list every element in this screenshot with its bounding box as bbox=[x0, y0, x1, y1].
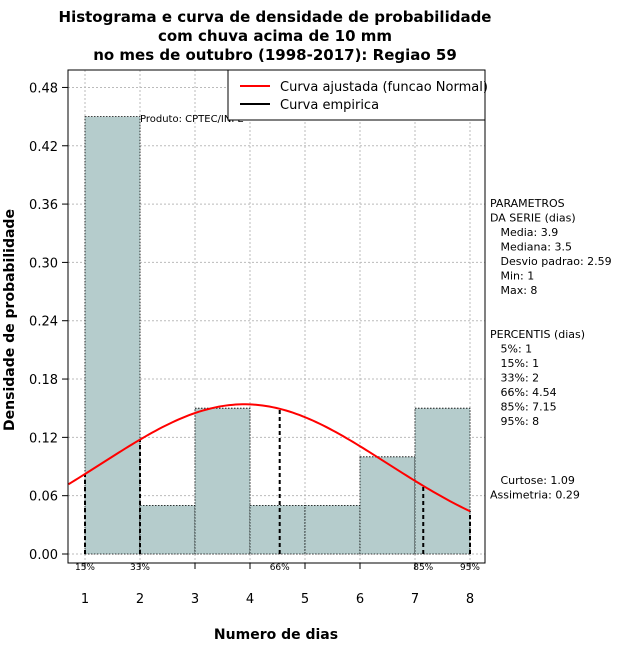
percentile-lines bbox=[84, 408, 471, 554]
parametros-line: Mediana: 3.5 bbox=[490, 241, 572, 254]
percentile-label: 33% bbox=[130, 563, 150, 573]
legend-box bbox=[227, 69, 486, 121]
x-tick-label: 1 bbox=[81, 592, 89, 607]
chart-title-line-1: Histograma e curva de densidade de proba… bbox=[59, 8, 492, 26]
parametros-line: PARAMETROS bbox=[490, 197, 565, 210]
y-tick-label: 0.00 bbox=[29, 548, 58, 563]
normal-curve-line bbox=[67, 403, 471, 513]
parametros-line: Desvio padrao: 2.59 bbox=[490, 255, 612, 268]
y-axis: 0.00 0.06 0.12 0.18 0.24 0.30 0.36 0.42 0.48 bbox=[29, 81, 68, 563]
x-tick-label: 4 bbox=[246, 592, 254, 607]
histogram-bar-5 bbox=[304, 504, 361, 555]
histogram-bar-1 bbox=[84, 116, 141, 555]
histogram-bar-2 bbox=[139, 504, 196, 555]
y-tick-label: 0.30 bbox=[29, 256, 58, 271]
legend-label-empirical: Curva empirica bbox=[280, 98, 379, 113]
normal-curve bbox=[67, 403, 471, 513]
x-tick-label: 3 bbox=[191, 592, 199, 607]
parametros-line: Max: 8 bbox=[490, 284, 537, 297]
y-tick-label: 0.24 bbox=[29, 315, 58, 330]
y-tick-label: 0.18 bbox=[29, 373, 58, 388]
percentis-line: PERCENTIS (dias) bbox=[490, 328, 585, 341]
chart-title-line-2: com chuva acima de 10 mm bbox=[158, 27, 392, 45]
stats-line: Curtose: 1.09 bbox=[490, 474, 575, 487]
parametros-line: Media: 3.9 bbox=[490, 226, 558, 239]
y-tick-label: 0.48 bbox=[29, 81, 58, 96]
percentile-labels: 15% 33% 66% 85% 95% bbox=[75, 563, 480, 573]
histogram-bar-6 bbox=[359, 456, 416, 555]
x-axis-label: Numero de dias bbox=[214, 627, 338, 643]
percentis-line: 33%: 2 bbox=[490, 372, 539, 385]
y-tick-label: 0.12 bbox=[29, 431, 58, 446]
parametros-line: DA SERIE (dias) bbox=[490, 212, 576, 225]
percentile-label: 85% bbox=[413, 563, 433, 573]
statistics-panel: PARAMETROS DA SERIE (dias) Media: 3.9 Med… bbox=[490, 197, 612, 502]
parametros-line: Min: 1 bbox=[490, 270, 534, 283]
percentis-line: 95%: 8 bbox=[490, 415, 539, 428]
legend: Curva ajustada (funcao Normal) Curva emp… bbox=[227, 69, 488, 121]
histogram-bar-3 bbox=[194, 407, 251, 555]
x-tick-label: 7 bbox=[411, 592, 419, 607]
percentile-label: 15% bbox=[75, 563, 95, 573]
histogram-bars bbox=[84, 116, 471, 555]
y-tick-label: 0.42 bbox=[29, 140, 58, 155]
histogram-bar-4 bbox=[249, 504, 306, 555]
chart-title-line-3: no mes de outubro (1998-2017): Regiao 59 bbox=[93, 46, 457, 64]
percentile-label: 95% bbox=[460, 563, 480, 573]
percentile-label: 66% bbox=[270, 563, 290, 573]
y-axis-label: Densidade de probabilidade bbox=[2, 209, 18, 431]
percentis-line: 15%: 1 bbox=[490, 357, 539, 370]
product-annotation: Produto: CPTEC/INPE bbox=[140, 114, 244, 125]
percentis-line: 66%: 4.54 bbox=[490, 386, 557, 399]
x-tick-label: 8 bbox=[466, 592, 474, 607]
x-tick-label: 2 bbox=[136, 592, 144, 607]
x-tick-label: 5 bbox=[301, 592, 309, 607]
percentis-line: 85%: 7.15 bbox=[490, 401, 557, 414]
percentis-line: 5%: 1 bbox=[490, 343, 532, 356]
x-axis: 1 2 3 4 5 6 7 8 bbox=[81, 563, 474, 607]
y-tick-label: 0.36 bbox=[29, 198, 58, 213]
stats-line: Assimetria: 0.29 bbox=[490, 489, 580, 502]
y-tick-label: 0.06 bbox=[29, 490, 58, 505]
legend-label-fitted: Curva ajustada (funcao Normal) bbox=[280, 80, 488, 95]
x-tick-label: 6 bbox=[356, 592, 364, 607]
